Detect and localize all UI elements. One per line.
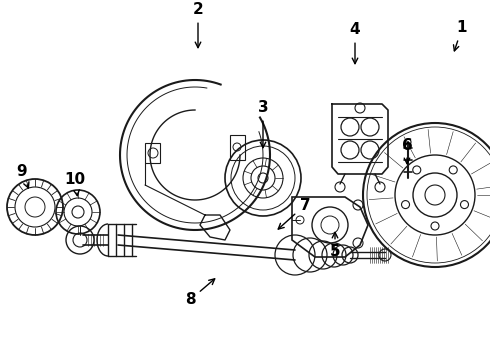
Text: 9: 9	[17, 165, 29, 188]
Text: 8: 8	[185, 279, 215, 307]
Text: 7: 7	[278, 198, 310, 229]
Text: 1: 1	[453, 21, 467, 51]
Text: 2: 2	[193, 3, 203, 48]
Text: 3: 3	[258, 100, 269, 148]
Text: 5: 5	[330, 232, 341, 260]
Text: 4: 4	[350, 22, 360, 64]
Text: 6: 6	[402, 138, 413, 164]
Text: 10: 10	[65, 172, 86, 196]
